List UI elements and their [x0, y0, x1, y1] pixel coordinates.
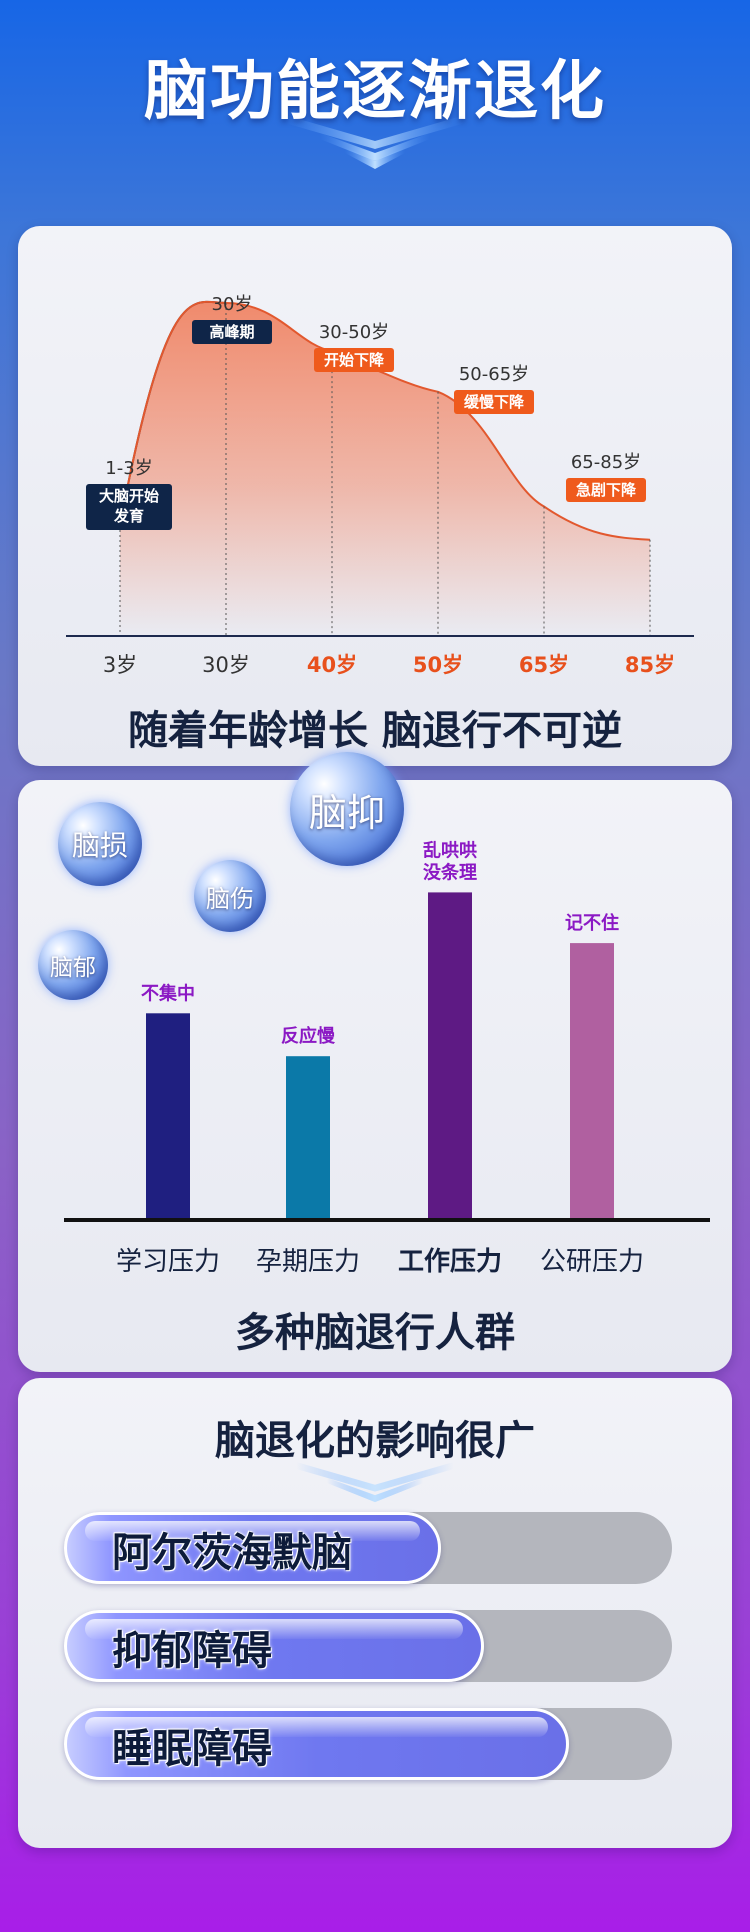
bubble-brain-suppress: 脑抑: [290, 752, 404, 866]
x-tick-label: 50岁: [413, 653, 463, 677]
annotation-age: 30岁: [212, 294, 253, 315]
annotation-tag: [86, 484, 172, 530]
annotation-label: 高峰期: [209, 323, 254, 341]
annotation-tag: [454, 390, 534, 414]
impact-bar-depression: 抑郁障碍: [64, 1610, 672, 1682]
x-tick-label: 公研压力: [540, 1247, 644, 1277]
annotation-label: 大脑开始: [99, 487, 159, 505]
bar-data-label: 反应慢: [281, 1025, 336, 1047]
age-chart-caption: 随着年龄增长 脑退行不可逆: [128, 708, 622, 754]
bar: [286, 1056, 330, 1220]
annotation-tag: [192, 320, 272, 344]
annotation-label: 缓慢下降: [464, 393, 525, 411]
annotation-age: 50-65岁: [459, 364, 529, 385]
x-tick-label: 孕期压力: [256, 1247, 360, 1277]
bar-data-label: 记不住: [565, 912, 619, 934]
bubble-brain-injury: 脑伤: [194, 860, 266, 932]
bar-data-label: 乱哄哄: [423, 840, 477, 861]
impact-label: 阿尔茨海默脑: [112, 1530, 352, 1576]
annotation-tag: [314, 348, 394, 372]
annotation-tag: [566, 478, 646, 502]
x-tick-label: 30岁: [202, 653, 250, 677]
x-tick-label: 40岁: [307, 653, 357, 677]
x-tick-label: 85岁: [625, 653, 675, 677]
impact-label: 抑郁障碍: [112, 1628, 272, 1674]
bar: [428, 892, 472, 1220]
impact-bar-sleep: 睡眠障碍: [64, 1708, 672, 1780]
x-tick-label: 3岁: [103, 653, 137, 677]
annotation-label: 发育: [113, 507, 144, 525]
impact-panel: 脑退化的影响很广 阿尔茨海默脑 抑郁障碍 睡眠障碍: [18, 1378, 732, 1848]
page-title: 脑功能逐渐退化: [144, 55, 606, 129]
annotation-age: 65-85岁: [571, 452, 641, 473]
bar: [570, 943, 614, 1220]
annotation-age: 1-3岁: [105, 458, 152, 479]
chevron-down-icon: [296, 1462, 454, 1503]
bar: [146, 1013, 190, 1220]
annotation-age: 30-50岁: [319, 322, 389, 343]
impact-label: 睡眠障碍: [112, 1726, 272, 1772]
impact-bar-alzheimers: 阿尔茨海默脑: [64, 1512, 672, 1584]
curve-area: [120, 301, 650, 636]
bar-data-label: 没条理: [423, 861, 477, 883]
x-tick-label: 学习压力: [116, 1247, 220, 1277]
bar-chart-panel: 不集中学习压力 反应慢孕期压力 乱哄哄 没条理工作压力 记不住公研压力 脑损 脑伤 脑抑…: [18, 752, 732, 1372]
age-chart-panel: 3岁 30岁 40岁 50岁 65岁 85岁 1-3岁 大脑开始 发育 30岁 高峰期 30-50岁开…: [18, 226, 732, 766]
annotation-label: 急剧下降: [576, 481, 637, 499]
x-tick-label: 工作压力: [398, 1247, 502, 1277]
bar-data-label: 不集中: [141, 982, 195, 1004]
bubble-brain-damage: 脑损: [58, 802, 142, 886]
chevron-down-icon: [285, 115, 465, 169]
bubble-brain-depress: 脑郁: [38, 930, 108, 1000]
annotation-label: 开始下降: [324, 351, 385, 369]
impact-title: 脑退化的影响很广: [215, 1418, 535, 1464]
x-tick-label: 65岁: [519, 653, 569, 677]
bar-chart-caption: 多种脑退行人群: [235, 1310, 515, 1356]
